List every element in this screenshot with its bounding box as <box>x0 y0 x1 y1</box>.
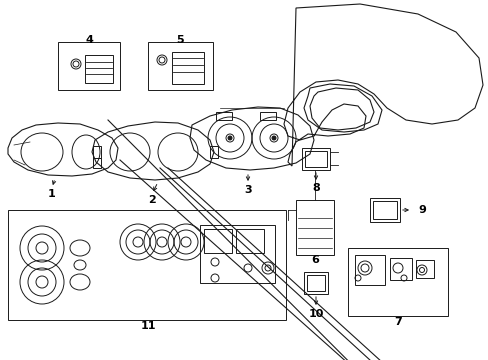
Bar <box>415 260 433 278</box>
Text: 7: 7 <box>393 317 401 327</box>
Text: 11: 11 <box>140 321 156 331</box>
Text: 1: 1 <box>48 189 56 199</box>
Bar <box>148 42 213 90</box>
Bar <box>172 52 203 84</box>
Bar <box>85 55 113 83</box>
Bar <box>354 255 384 285</box>
Bar <box>347 248 447 316</box>
Bar <box>236 229 264 253</box>
Bar <box>302 148 329 170</box>
Text: 3: 3 <box>244 185 251 195</box>
Bar <box>369 198 399 222</box>
Bar <box>216 112 231 120</box>
Bar <box>306 275 325 291</box>
Bar <box>260 112 275 120</box>
Bar <box>58 42 120 90</box>
Bar <box>200 225 274 283</box>
Bar <box>93 146 101 158</box>
Circle shape <box>227 136 231 140</box>
Bar <box>304 272 327 294</box>
Text: 5: 5 <box>176 35 183 45</box>
Bar <box>389 258 411 280</box>
Bar <box>372 201 396 219</box>
Bar <box>203 229 231 253</box>
Text: 8: 8 <box>311 183 319 193</box>
Bar <box>209 146 218 158</box>
Bar <box>305 151 326 167</box>
Text: 6: 6 <box>310 255 318 265</box>
Text: 2: 2 <box>148 195 156 205</box>
Text: 9: 9 <box>417 205 425 215</box>
Text: 10: 10 <box>307 309 323 319</box>
Bar <box>295 200 333 255</box>
Circle shape <box>271 136 275 140</box>
Bar <box>93 158 101 168</box>
Text: 4: 4 <box>85 35 93 45</box>
Bar <box>8 210 285 320</box>
